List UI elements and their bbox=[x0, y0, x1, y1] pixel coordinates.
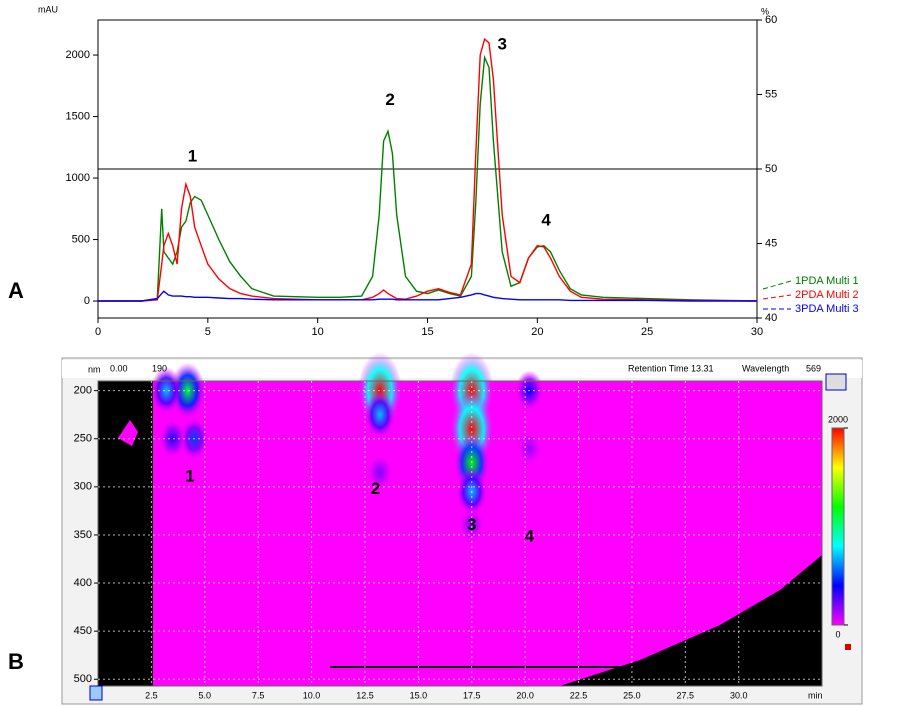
x-tick-label: 10.0 bbox=[303, 690, 321, 700]
legend-label: 1PDA Multi 1 bbox=[795, 275, 859, 287]
spot bbox=[516, 430, 543, 467]
spot bbox=[364, 390, 396, 439]
y-tick-label: 1500 bbox=[66, 110, 90, 122]
y-tick-label: 350 bbox=[74, 529, 92, 541]
spot bbox=[150, 366, 182, 415]
status-text: 0.00 bbox=[110, 363, 128, 373]
x-tick-label: 5 bbox=[205, 326, 211, 338]
y-tick-label: 450 bbox=[74, 625, 92, 637]
x-tick-label: 30.0 bbox=[730, 690, 748, 700]
y2-tick-label: 55 bbox=[765, 88, 777, 100]
y2-tick-label: 60 bbox=[765, 14, 777, 26]
y-axis-label: mAU bbox=[38, 4, 58, 14]
y2-tick-label: 50 bbox=[765, 163, 777, 175]
spot bbox=[158, 418, 187, 459]
peak-label: 2 bbox=[385, 90, 394, 109]
y-tick-label: 2000 bbox=[66, 49, 90, 61]
colorbar-tick-label: 2000 bbox=[828, 414, 848, 424]
status-text: 190 bbox=[152, 363, 167, 373]
legend-label: 3PDA Multi 3 bbox=[795, 303, 859, 315]
x-tick-label: 0 bbox=[95, 326, 101, 338]
y-tick-label: 400 bbox=[74, 577, 92, 589]
nav-button bbox=[89, 685, 103, 701]
nav-button bbox=[825, 373, 847, 391]
x-tick-label: 5.0 bbox=[199, 690, 212, 700]
spot bbox=[170, 362, 206, 419]
status-text: Retention Time 13.31 bbox=[628, 363, 714, 373]
x-tick-label: 2.5 bbox=[145, 690, 158, 700]
y-tick-label: 250 bbox=[74, 433, 92, 445]
x-tick-label: 20.0 bbox=[516, 690, 534, 700]
series-line bbox=[98, 290, 757, 302]
y2-tick-label: 40 bbox=[765, 312, 777, 324]
x-tick-label: 25 bbox=[641, 326, 653, 338]
y-tick-label: 200 bbox=[74, 385, 92, 397]
y-tick-label: 0 bbox=[84, 295, 90, 307]
x-tick-label: 22.5 bbox=[570, 690, 588, 700]
peak-label: 3 bbox=[467, 515, 476, 534]
panel-label: A bbox=[8, 278, 24, 303]
x-tick-label: 10 bbox=[312, 326, 324, 338]
x-tick-label: 15 bbox=[421, 326, 433, 338]
x-tick-label: 7.5 bbox=[252, 690, 265, 700]
colorbar bbox=[831, 427, 845, 626]
series-line bbox=[98, 37, 758, 302]
legend-swatch bbox=[762, 280, 792, 290]
y-axis-label: nm bbox=[88, 364, 101, 374]
x-tick-label: 15.0 bbox=[410, 690, 428, 700]
peak-label: 1 bbox=[188, 147, 197, 166]
panel-label: B bbox=[8, 649, 24, 674]
x-tick-label: 12.5 bbox=[356, 690, 374, 700]
x-axis-label: min bbox=[808, 690, 823, 700]
legend-swatch bbox=[762, 294, 792, 300]
x-tick-label: 17.5 bbox=[463, 690, 481, 700]
noise-region bbox=[118, 420, 138, 446]
plot-frame bbox=[97, 380, 823, 687]
x-tick-label: 25.0 bbox=[623, 690, 641, 700]
legend-label: 2PDA Multi 2 bbox=[795, 289, 859, 301]
y-tick-label: 500 bbox=[74, 673, 92, 685]
peak-label: 4 bbox=[541, 211, 551, 230]
status-text: Wavelength bbox=[742, 363, 789, 373]
peak-label: 2 bbox=[371, 479, 380, 498]
x-tick-label: 27.5 bbox=[677, 690, 695, 700]
y-tick-label: 300 bbox=[74, 481, 92, 493]
marker bbox=[845, 644, 851, 650]
heatmap-layer bbox=[98, 352, 822, 686]
y-tick-label: 1000 bbox=[66, 172, 90, 184]
y-tick-label: 500 bbox=[72, 233, 90, 245]
peak-label: 3 bbox=[497, 35, 506, 54]
noise-region bbox=[560, 555, 822, 686]
spot bbox=[366, 454, 393, 491]
x-tick-label: 30 bbox=[751, 326, 763, 338]
x-tick-label: 20 bbox=[531, 326, 543, 338]
spot bbox=[458, 507, 485, 544]
y2-axis-label: % bbox=[761, 6, 769, 16]
colorbar-tick-label: 0 bbox=[835, 629, 840, 639]
peak-label: 1 bbox=[185, 467, 194, 486]
series-line bbox=[98, 54, 758, 302]
y2-tick-label: 45 bbox=[765, 237, 777, 249]
status-text: 569 bbox=[806, 363, 821, 373]
peak-label: 4 bbox=[525, 526, 535, 545]
